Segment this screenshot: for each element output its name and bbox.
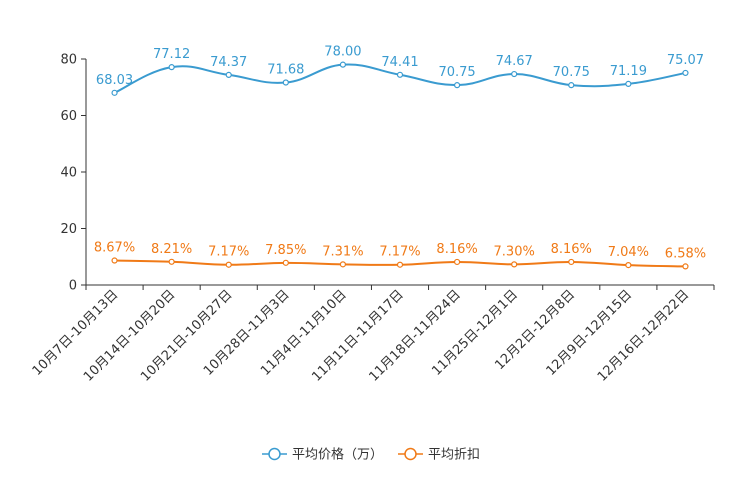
- data-point: [625, 262, 632, 269]
- data-label: 7.85%: [265, 243, 306, 258]
- data-label: 7.17%: [379, 245, 420, 260]
- y-tick-label: 20: [60, 222, 77, 237]
- data-point: [453, 82, 461, 89]
- data-label: 68.03: [96, 73, 133, 88]
- data-point: [339, 261, 347, 268]
- data-label: 74.67: [496, 54, 533, 69]
- data-label: 74.37: [210, 55, 247, 70]
- data-point: [568, 82, 575, 89]
- data-label: 7.31%: [322, 244, 363, 259]
- data-point: [339, 61, 347, 68]
- y-axis-ticks: 0 20 40 60 80: [60, 53, 86, 294]
- data-label: 8.16%: [436, 242, 477, 257]
- data-label: 8.67%: [94, 241, 135, 256]
- y-tick-label: 40: [60, 166, 77, 181]
- data-point: [682, 263, 689, 270]
- data-point: [168, 64, 175, 71]
- data-label: 71.19: [610, 64, 647, 79]
- data-label: 70.75: [438, 65, 475, 80]
- legend-item-average-discount[interactable]: 平均折扣: [398, 448, 480, 463]
- legend-marker-icon: [404, 447, 417, 461]
- data-point: [225, 261, 232, 268]
- x-axis-ticks: 10月7日-10月13日10月14日-10月20日10月21日-10月27日10…: [30, 285, 715, 385]
- y-tick-label: 80: [60, 53, 77, 68]
- data-label: 8.21%: [151, 242, 192, 257]
- data-label: 7.17%: [208, 245, 249, 260]
- series-average-price: 68.03 77.12 74.37 71.68 78.00 74.41 70.75 74.67…: [96, 45, 704, 96]
- data-label: 78.00: [324, 45, 361, 60]
- legend[interactable]: 平均价格（万） 平均折扣: [262, 447, 480, 463]
- data-label: 75.07: [667, 53, 704, 68]
- legend-label: 平均价格（万）: [292, 447, 383, 463]
- series-group: 68.03 77.12 74.37 71.68 78.00 74.41 70.75 74.67…: [94, 45, 706, 270]
- data-point: [511, 70, 518, 78]
- data-point: [396, 71, 404, 78]
- data-label: 70.75: [553, 65, 590, 80]
- data-point: [111, 257, 118, 264]
- data-point: [111, 89, 118, 96]
- data-point: [682, 69, 689, 77]
- data-point: [453, 258, 461, 266]
- data-label: 7.04%: [608, 245, 649, 260]
- legend-item-average-price[interactable]: 平均价格（万）: [262, 447, 383, 463]
- data-label: 71.68: [267, 63, 304, 78]
- data-point: [282, 259, 289, 266]
- data-label: 8.16%: [551, 242, 592, 257]
- y-tick-label: 0: [69, 279, 77, 294]
- data-point: [511, 261, 518, 268]
- data-point: [282, 79, 289, 86]
- data-point: [568, 258, 575, 266]
- data-point: [625, 80, 632, 87]
- data-label: 74.41: [381, 55, 418, 70]
- y-tick-label: 60: [60, 109, 77, 124]
- data-label: 77.12: [153, 47, 190, 62]
- legend-marker-icon: [268, 447, 281, 461]
- legend-label: 平均折扣: [428, 448, 480, 463]
- series-average-discount: 8.67% 8.21% 7.17% 7.85% 7.31% 7.17% 8.16% 7.30%…: [94, 241, 706, 270]
- data-label: 6.58%: [665, 246, 706, 261]
- data-point: [168, 258, 175, 265]
- data-label: 7.30%: [494, 244, 535, 259]
- data-point: [225, 71, 232, 79]
- data-point: [396, 261, 404, 268]
